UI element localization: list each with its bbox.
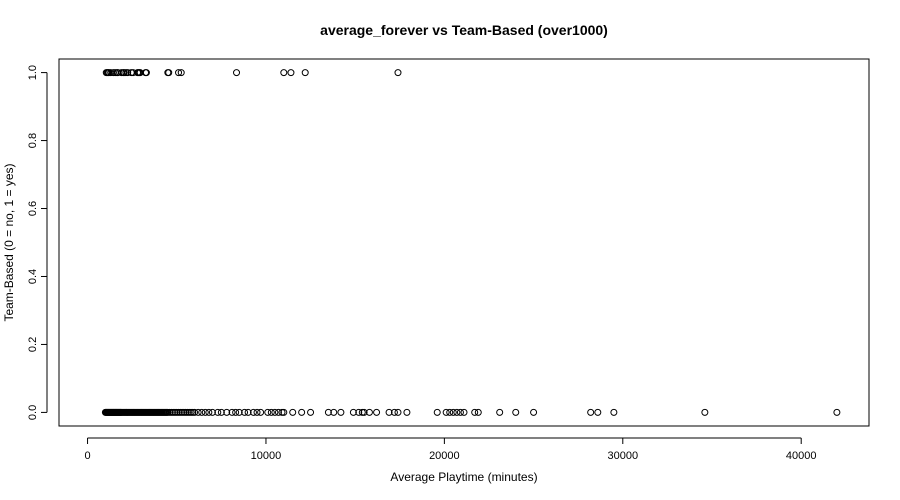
x-tick-label: 10000 (251, 450, 282, 462)
y-tick-label: 1.0 (27, 65, 39, 80)
x-tick-label: 20000 (429, 450, 460, 462)
data-point (280, 408, 288, 416)
y-tick-label: 0.6 (27, 201, 39, 216)
data-points (101, 69, 841, 416)
data-point (175, 69, 183, 77)
data-point (289, 408, 297, 416)
data-point (453, 408, 461, 416)
data-point (201, 408, 209, 416)
y-tick-label: 0.8 (27, 133, 39, 148)
data-point (124, 69, 132, 77)
data-point (512, 408, 520, 416)
data-point (394, 69, 402, 77)
data-point (403, 408, 411, 416)
x-axis-label: Average Playtime (minutes) (390, 470, 537, 484)
data-point (214, 408, 222, 416)
data-point (442, 408, 450, 416)
data-point (433, 408, 441, 416)
data-point (191, 408, 199, 416)
data-point (324, 408, 332, 416)
data-point (257, 408, 265, 416)
data-point (365, 408, 373, 416)
data-point (228, 408, 236, 416)
data-point (449, 408, 457, 416)
data-point (385, 408, 393, 416)
data-point (360, 408, 368, 416)
data-point (217, 408, 225, 416)
data-point (271, 408, 279, 416)
data-point (233, 69, 241, 77)
x-tick-label: 30000 (607, 450, 638, 462)
data-point (208, 408, 216, 416)
data-point (456, 408, 464, 416)
data-point (165, 69, 173, 77)
data-point (390, 408, 398, 416)
y-tick-label: 0.2 (27, 337, 39, 352)
data-point (194, 408, 202, 416)
data-point (280, 69, 288, 77)
data-point (301, 69, 309, 77)
data-point (264, 408, 272, 416)
data-point (298, 408, 306, 416)
data-point (446, 408, 454, 416)
data-point (274, 408, 282, 416)
y-axis-label: Team-Based (0 = no, 1 = yes) (2, 163, 16, 321)
x-tick-label: 40000 (786, 450, 817, 462)
data-point (223, 408, 231, 416)
data-point (587, 408, 595, 416)
data-point (460, 408, 468, 416)
data-point (307, 408, 315, 416)
data-point (373, 408, 381, 416)
data-point (287, 69, 295, 77)
data-point (496, 408, 504, 416)
data-point (355, 408, 363, 416)
plot-frame (58, 58, 870, 427)
y-tick-label: 0.0 (27, 405, 39, 420)
data-point (249, 408, 257, 416)
data-point (330, 408, 338, 416)
data-point (198, 408, 206, 416)
data-point (471, 408, 479, 416)
data-point (253, 408, 261, 416)
chart-title: average_forever vs Team-Based (over1000) (320, 22, 608, 38)
x-tick-label: 0 (84, 450, 90, 462)
data-point (205, 408, 213, 416)
data-point (241, 408, 249, 416)
data-point (610, 408, 618, 416)
data-point (267, 408, 275, 416)
data-point (701, 408, 709, 416)
data-point (177, 69, 185, 77)
data-point (530, 408, 538, 416)
data-point (235, 408, 243, 416)
data-point (349, 408, 357, 416)
data-point (594, 408, 602, 416)
y-tick-label: 0.4 (27, 269, 39, 284)
data-point (232, 408, 240, 416)
data-point (337, 408, 345, 416)
data-point (244, 408, 252, 416)
y-axis: 0.0 0.2 0.4 0.6 0.8 1.0 (27, 65, 48, 420)
data-point (474, 408, 482, 416)
x-axis: 0 10000 20000 30000 40000 (84, 437, 817, 462)
data-point (833, 408, 841, 416)
data-point (394, 408, 402, 416)
data-point (142, 69, 150, 77)
